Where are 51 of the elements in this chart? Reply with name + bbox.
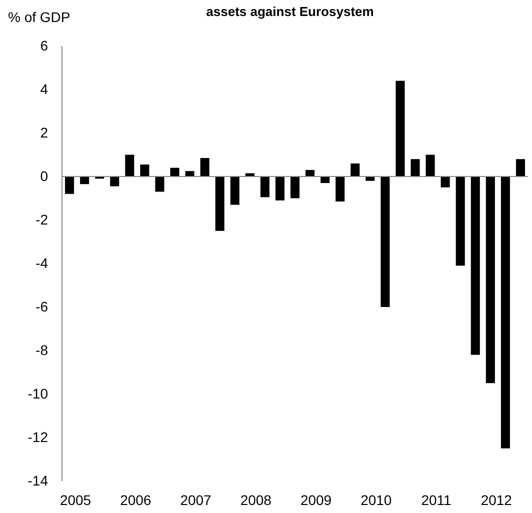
- bar: [230, 176, 240, 205]
- bar: [110, 176, 120, 186]
- bar: [336, 176, 345, 202]
- y-tick-label: -6: [36, 298, 48, 314]
- bar: [486, 176, 495, 384]
- x-tick-label: 2005: [60, 492, 92, 508]
- bar: [350, 163, 360, 176]
- bar: [170, 168, 180, 176]
- y-tick-label: 6: [40, 37, 48, 54]
- x-tick-label: 2006: [120, 492, 152, 508]
- y-tick-label: -10: [28, 385, 48, 402]
- bar: [366, 176, 375, 181]
- bar: [245, 173, 254, 176]
- y-axis-title: % of GDP: [8, 9, 70, 25]
- y-tick-label: -14: [28, 472, 48, 488]
- bar: [410, 159, 420, 176]
- bar: [290, 176, 300, 198]
- y-tick-label: 4: [40, 80, 48, 97]
- x-tick-label: 2011: [421, 492, 452, 508]
- y-tick-label: -12: [28, 428, 48, 445]
- x-tick-label: 2008: [240, 492, 272, 508]
- bar: [185, 171, 194, 176]
- bar: [500, 176, 510, 448]
- bar: [215, 176, 224, 231]
- x-tick-label: 2010: [360, 492, 392, 508]
- bar: [275, 176, 284, 200]
- y-tick-label: -2: [36, 211, 48, 228]
- y-tick-label: -4: [36, 254, 48, 271]
- bar: [125, 154, 134, 176]
- bar: [200, 158, 210, 176]
- bar: [516, 159, 525, 176]
- bar: [396, 80, 405, 176]
- bar: [140, 164, 150, 176]
- bar: [80, 176, 90, 184]
- bar: [426, 154, 435, 176]
- bar: [380, 176, 390, 307]
- bar: [440, 176, 450, 188]
- y-tick-label: 0: [40, 168, 48, 184]
- bar: [456, 176, 465, 266]
- x-tick-label: 2007: [180, 492, 212, 508]
- bar: [155, 176, 164, 192]
- x-tick-label: 2009: [300, 492, 332, 508]
- bar: [470, 176, 480, 355]
- y-tick-label: 2: [40, 124, 48, 140]
- chart-title: assets against Eurosystem: [206, 4, 374, 19]
- bar: [320, 176, 330, 184]
- bar: [65, 176, 74, 194]
- bar: [260, 176, 270, 198]
- x-tick-label: 2012: [480, 492, 512, 508]
- y-tick-label: -8: [36, 342, 48, 358]
- bar: [306, 170, 315, 176]
